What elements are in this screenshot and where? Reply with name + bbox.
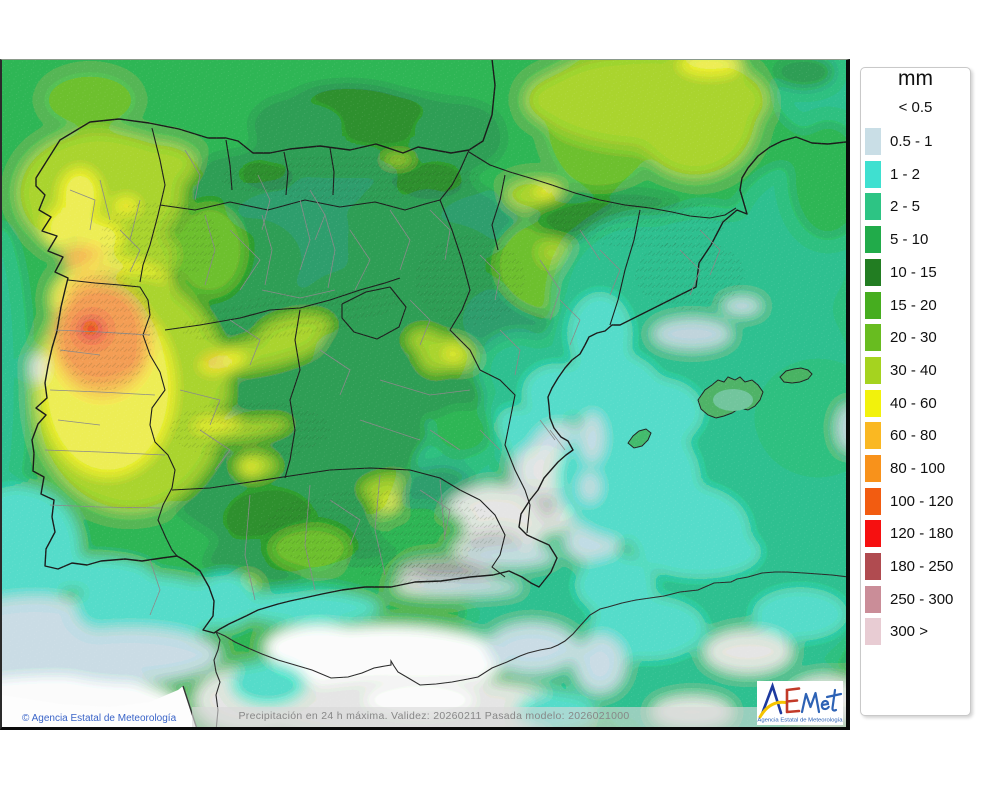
svg-text:Agencia Estatal de Meteorologí: Agencia Estatal de Meteorología (757, 718, 843, 724)
